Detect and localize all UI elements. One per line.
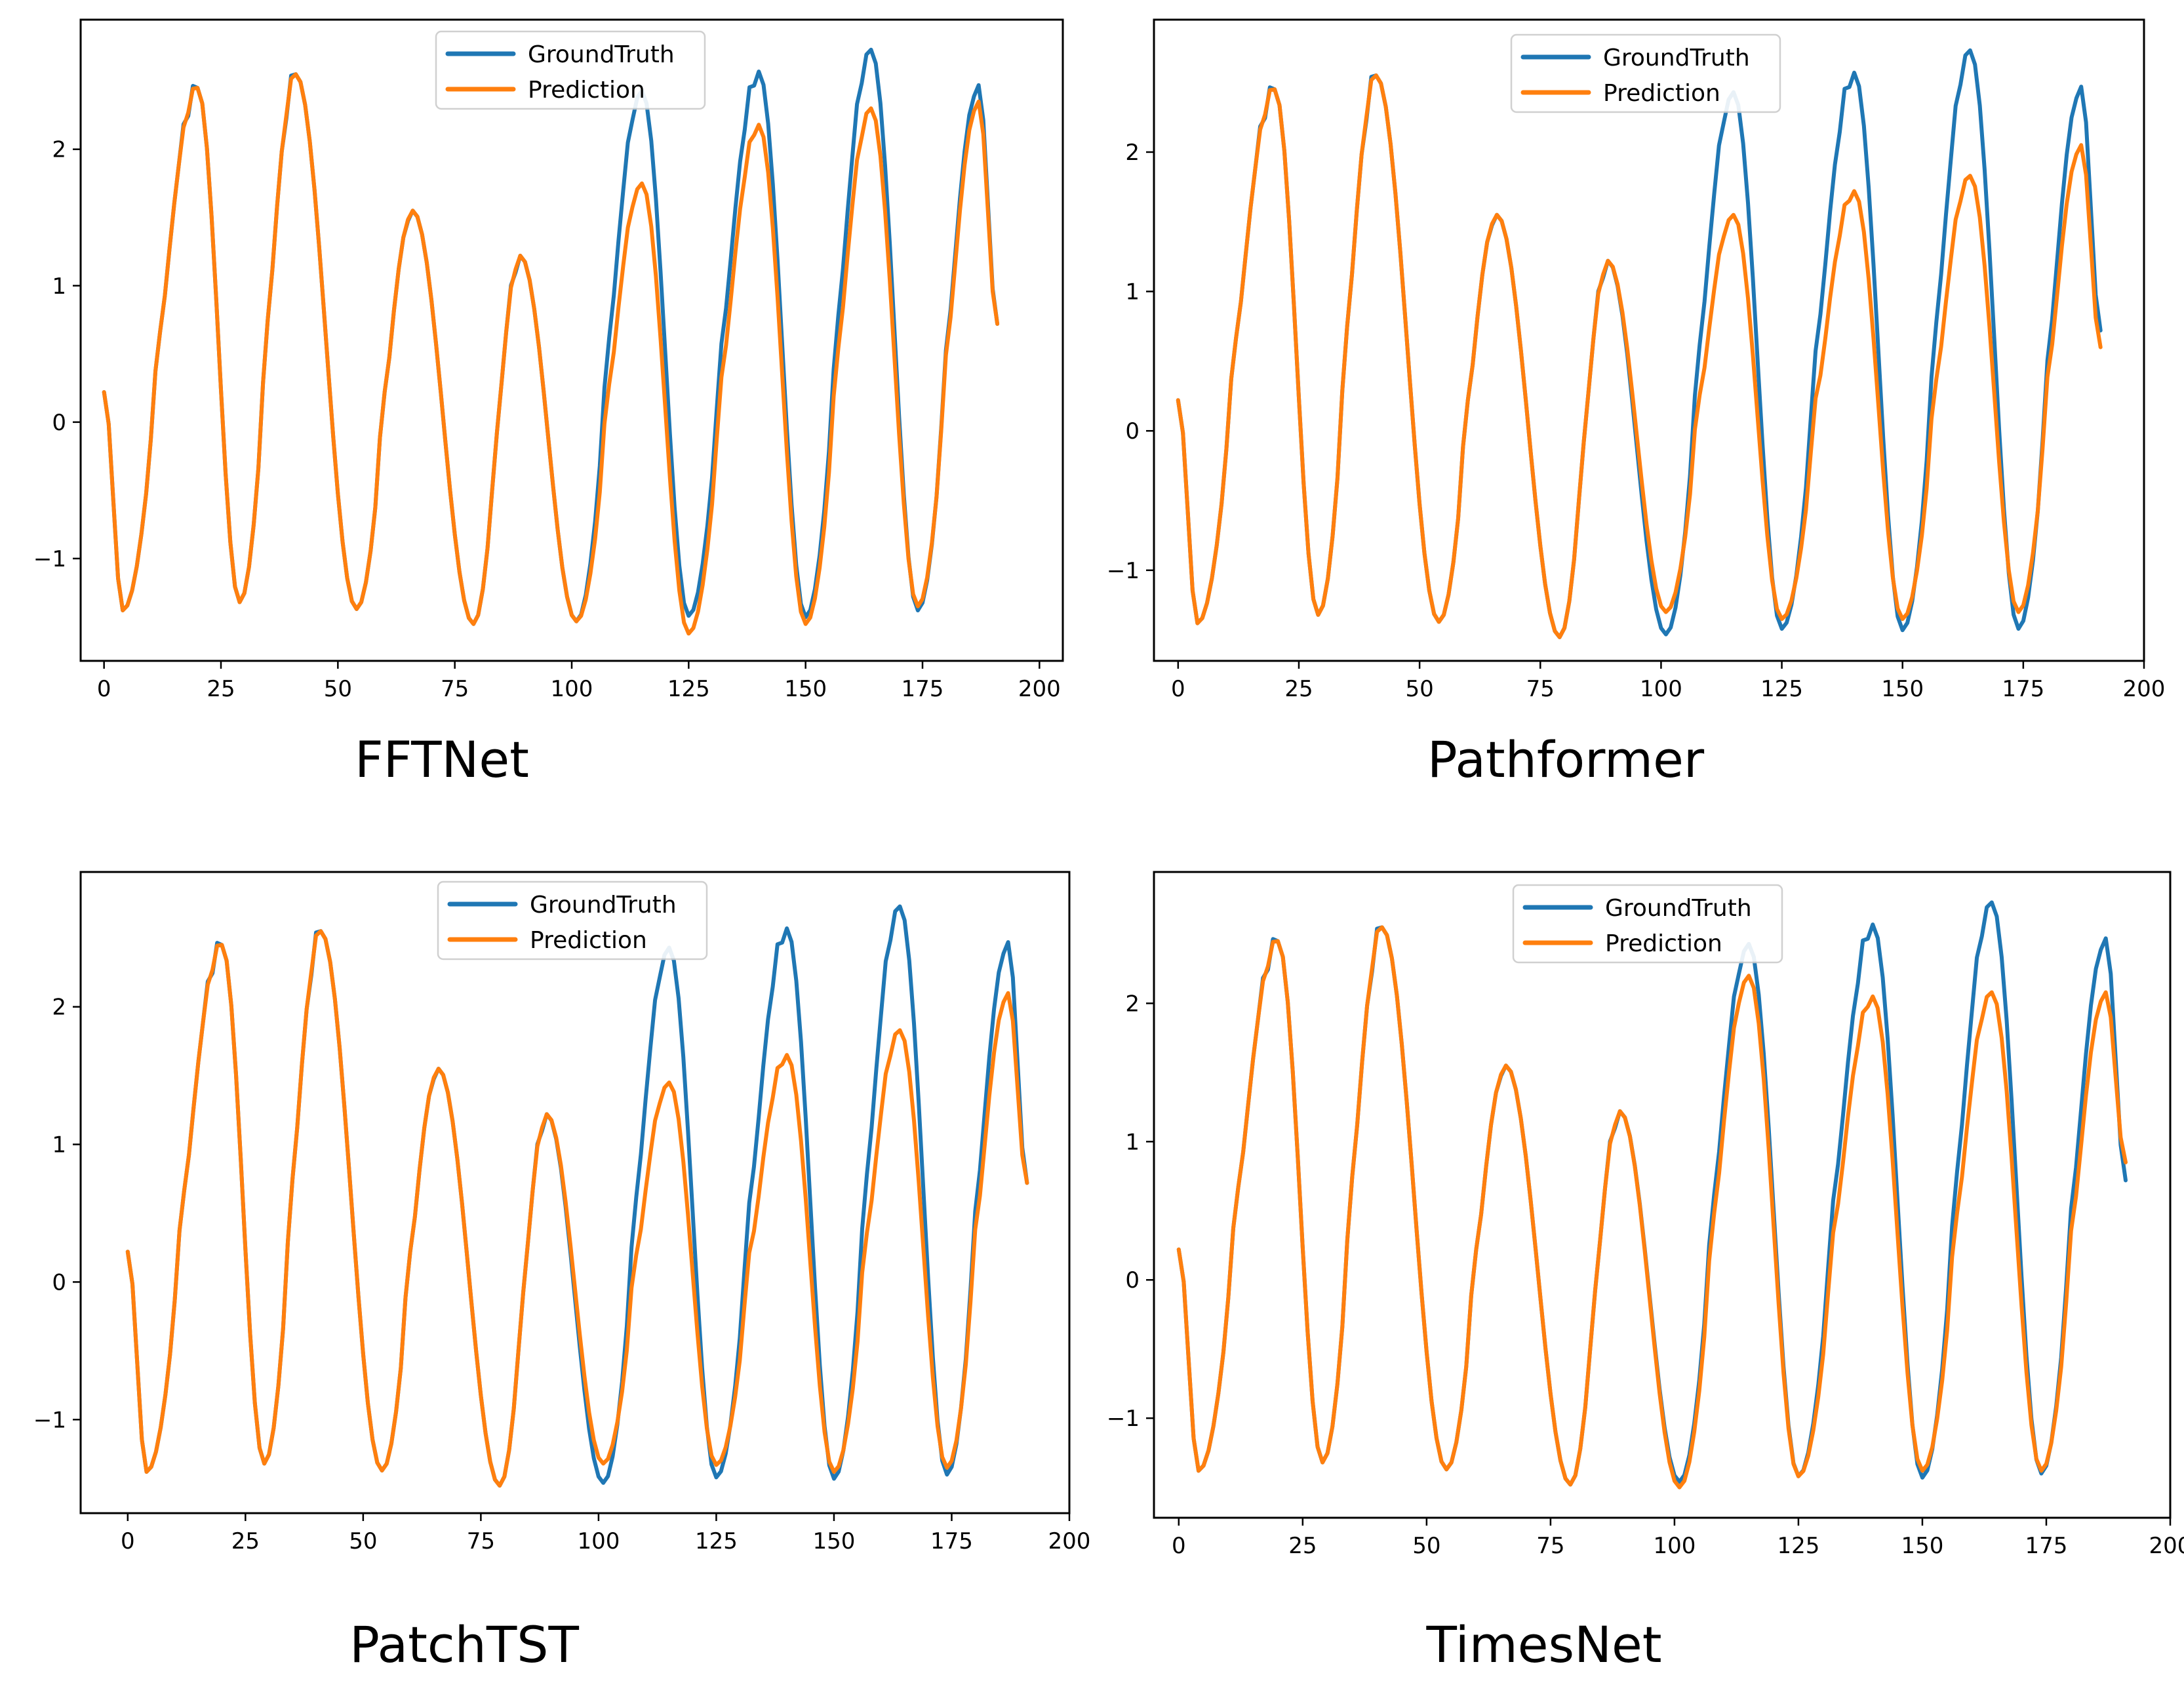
x-tick-label: 75	[467, 1528, 495, 1554]
x-tick-label: 75	[1526, 676, 1555, 702]
x-tick-label: 100	[551, 676, 593, 702]
y-tick-label: 1	[1125, 279, 1140, 306]
y-tick-label: 0	[52, 1269, 66, 1295]
legend: GroundTruth Prediction	[437, 880, 708, 960]
x-tick-label: 175	[2002, 676, 2044, 702]
panel-patchtst: 0 25 50 75 100 125 150 175 200 −1 0 1 2 GroundTruth Pr…	[33, 871, 1091, 1674]
x-tick-label: 175	[930, 1528, 973, 1554]
y-tick-label: 1	[52, 1132, 66, 1158]
series-line-prediction	[1176, 925, 2128, 1490]
x-tick-label: 75	[1536, 1533, 1564, 1559]
x-tick-label: 125	[667, 676, 710, 702]
y-tick-label: −1	[1107, 558, 1140, 584]
legend: GroundTruth Prediction	[1510, 33, 1781, 113]
caption-fftnet: FFTNet	[355, 730, 529, 789]
x-tick-label: 150	[1901, 1533, 1943, 1559]
x-tick-label: 150	[784, 676, 827, 702]
plot-area-frame	[79, 871, 1071, 1514]
series-line-prediction	[102, 72, 1000, 636]
caption-timesnet: TimesNet	[1426, 1615, 1662, 1674]
y-tick-label: 0	[52, 410, 66, 436]
x-tick-label: 125	[1777, 1533, 1819, 1559]
x-tick-label: 75	[441, 676, 469, 702]
caption-pathformer: Pathformer	[1427, 730, 1705, 789]
legend: GroundTruth Prediction	[435, 30, 706, 110]
y-tick-label: 2	[52, 137, 66, 163]
y-tick-label: 1	[52, 273, 66, 300]
series-line-prediction	[1176, 73, 2103, 639]
legend-label-prediction: Prediction	[1605, 930, 1722, 957]
x-tick-label: 25	[207, 676, 235, 702]
y-tick-label: 2	[1125, 140, 1140, 166]
x-tick-label: 150	[1881, 676, 1924, 702]
x-tick-label: 0	[1171, 676, 1185, 702]
y-tick-label: 0	[1125, 1267, 1140, 1294]
y-tick-label: 1	[1125, 1129, 1140, 1155]
x-tick-label: 200	[1048, 1528, 1091, 1554]
x-tick-label: 200	[2149, 1533, 2184, 1559]
legend: GroundTruth Prediction	[1512, 884, 1783, 964]
y-tick-label: 2	[52, 995, 66, 1021]
x-tick-label: 125	[695, 1528, 738, 1554]
panel-pathformer: 0 25 50 75 100 125 150 175 200 −1 0 1 2 GroundTruth Pr…	[1107, 18, 2166, 789]
x-tick-label: 25	[231, 1528, 260, 1554]
legend-label-prediction: Prediction	[530, 927, 647, 954]
y-tick-label: 0	[1125, 418, 1140, 445]
x-tick-label: 50	[324, 676, 352, 702]
legend-label-prediction: Prediction	[528, 77, 645, 104]
legend-label-prediction: Prediction	[1603, 80, 1720, 107]
x-tick-label: 25	[1284, 676, 1313, 702]
x-tick-label: 175	[902, 676, 944, 702]
x-tick-label: 100	[577, 1528, 620, 1554]
panel-timesnet: 0 25 50 75 100 125 150 175 200 −1 0 1 2 GroundTruth Pr…	[1107, 871, 2184, 1674]
x-tick-label: 200	[1018, 676, 1061, 702]
x-tick-label: 50	[349, 1528, 377, 1554]
legend-label-groundtruth: GroundTruth	[1605, 895, 1752, 922]
y-tick-label: −1	[33, 1407, 66, 1433]
series-line-prediction	[125, 929, 1029, 1488]
x-tick-label: 200	[2123, 676, 2166, 702]
y-tick-label: −1	[1107, 1406, 1140, 1432]
legend-label-groundtruth: GroundTruth	[1603, 45, 1750, 71]
x-tick-label: 100	[1653, 1533, 1696, 1559]
x-tick-label: 175	[2025, 1533, 2068, 1559]
x-tick-label: 0	[1172, 1533, 1186, 1559]
x-tick-label: 0	[97, 676, 111, 702]
x-tick-label: 0	[121, 1528, 135, 1554]
x-tick-label: 100	[1640, 676, 1682, 702]
x-tick-label: 150	[812, 1528, 855, 1554]
x-tick-label: 125	[1760, 676, 1803, 702]
plot-area-frame	[79, 18, 1064, 662]
x-tick-label: 50	[1405, 676, 1433, 702]
y-tick-label: 2	[1125, 991, 1140, 1017]
caption-patchtst: PatchTST	[349, 1615, 579, 1674]
x-tick-label: 25	[1288, 1533, 1317, 1559]
panel-fftnet: 0 25 50 75 100 125 150 175 200 −1 0 1 2 GroundTruth Pr…	[33, 18, 1064, 789]
legend-label-groundtruth: GroundTruth	[528, 41, 675, 68]
legend-label-groundtruth: GroundTruth	[530, 892, 677, 919]
y-tick-label: −1	[33, 546, 66, 572]
x-tick-label: 50	[1412, 1533, 1440, 1559]
